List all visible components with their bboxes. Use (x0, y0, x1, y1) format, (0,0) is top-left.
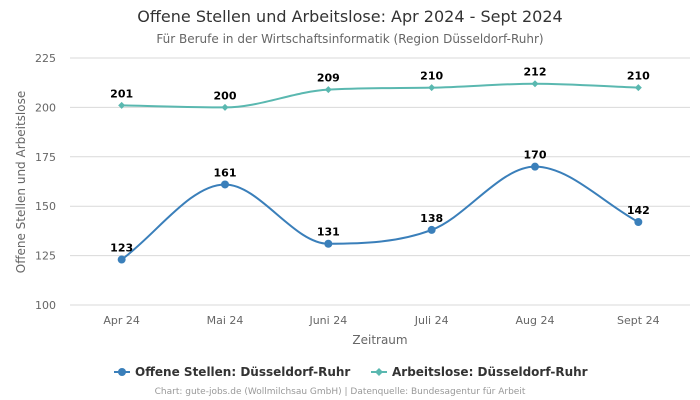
data-label-arbeitslose: 210 (627, 70, 650, 83)
data-label-offene-stellen: 123 (110, 242, 133, 255)
data-label-arbeitslose: 200 (214, 89, 237, 102)
data-point-offene-stellen[interactable] (427, 225, 436, 234)
x-tick-label: Aug 24 (516, 314, 555, 327)
series-line-arbeitslose (121, 82, 639, 109)
y-tick-label: 225 (35, 52, 56, 65)
y-tick-label: 150 (35, 200, 56, 213)
data-point-offene-stellen[interactable] (634, 218, 643, 227)
data-label-arbeitslose: 209 (317, 72, 340, 85)
data-point-offene-stellen[interactable] (324, 239, 333, 248)
y-tick-label: 175 (35, 151, 56, 164)
data-point-offene-stellen[interactable] (117, 255, 126, 264)
y-axis-ticks: 100 125 150 175 200 225 (35, 52, 56, 312)
data-label-arbeitslose: 210 (420, 70, 443, 83)
data-label-arbeitslose: 212 (524, 66, 547, 79)
x-axis-label: Zeitraum (352, 333, 407, 347)
legend-item-arbeitslose[interactable]: Arbeitslose: Düsseldorf-Ruhr (392, 365, 588, 379)
x-tick-label: Mai 24 (207, 314, 244, 327)
data-point-arbeitslose[interactable] (221, 103, 229, 111)
gridlines (70, 57, 690, 306)
data-label-offene-stellen: 138 (420, 212, 443, 225)
legend-item-offene-stellen[interactable]: Offene Stellen: Düsseldorf-Ruhr (135, 365, 350, 379)
series-line-offene-stellen (121, 165, 639, 261)
legend: Offene Stellen: Düsseldorf-Ruhr Arbeitsl… (114, 365, 588, 379)
y-tick-label: 100 (35, 299, 56, 312)
data-point-offene-stellen[interactable] (221, 180, 229, 189)
data-label-offene-stellen: 161 (214, 166, 237, 179)
x-tick-label: Juni 24 (308, 314, 347, 327)
data-label-offene-stellen: 170 (524, 149, 547, 162)
series-layer: 123 161 131 138 170 142 201 200 209 210 212 210 (110, 66, 650, 264)
data-point-arbeitslose[interactable] (324, 86, 332, 94)
y-tick-label: 125 (35, 250, 56, 263)
data-point-arbeitslose[interactable] (531, 80, 539, 88)
y-tick-label: 200 (35, 101, 56, 114)
data-point-arbeitslose[interactable] (118, 101, 126, 109)
x-tick-label: Juli 24 (414, 314, 449, 327)
data-point-arbeitslose[interactable] (634, 84, 642, 92)
chart-subtitle: Für Berufe in der Wirtschaftsinformatik … (156, 32, 543, 46)
x-axis-ticks: Apr 24 Mai 24 Juni 24 Juli 24 Aug 24 Sept 24 (103, 314, 659, 327)
legend-symbol-marker-arbeitslose[interactable] (375, 368, 383, 376)
data-label-arbeitslose: 201 (110, 87, 133, 100)
data-point-offene-stellen[interactable] (531, 162, 539, 171)
x-tick-label: Apr 24 (103, 314, 140, 327)
chart-credits: Chart: gute-jobs.de (Wollmilchsau GmbH) … (155, 387, 526, 397)
data-point-arbeitslose[interactable] (428, 84, 436, 92)
y-axis-label: Offene Stellen und Arbeitslose (14, 91, 28, 273)
legend-symbol-marker-offene-stellen[interactable] (118, 368, 126, 376)
data-label-offene-stellen: 131 (317, 226, 340, 239)
x-tick-label: Sept 24 (617, 314, 660, 327)
data-label-offene-stellen: 142 (627, 204, 650, 217)
chart-title: Offene Stellen und Arbeitslose: Apr 2024… (137, 7, 562, 26)
